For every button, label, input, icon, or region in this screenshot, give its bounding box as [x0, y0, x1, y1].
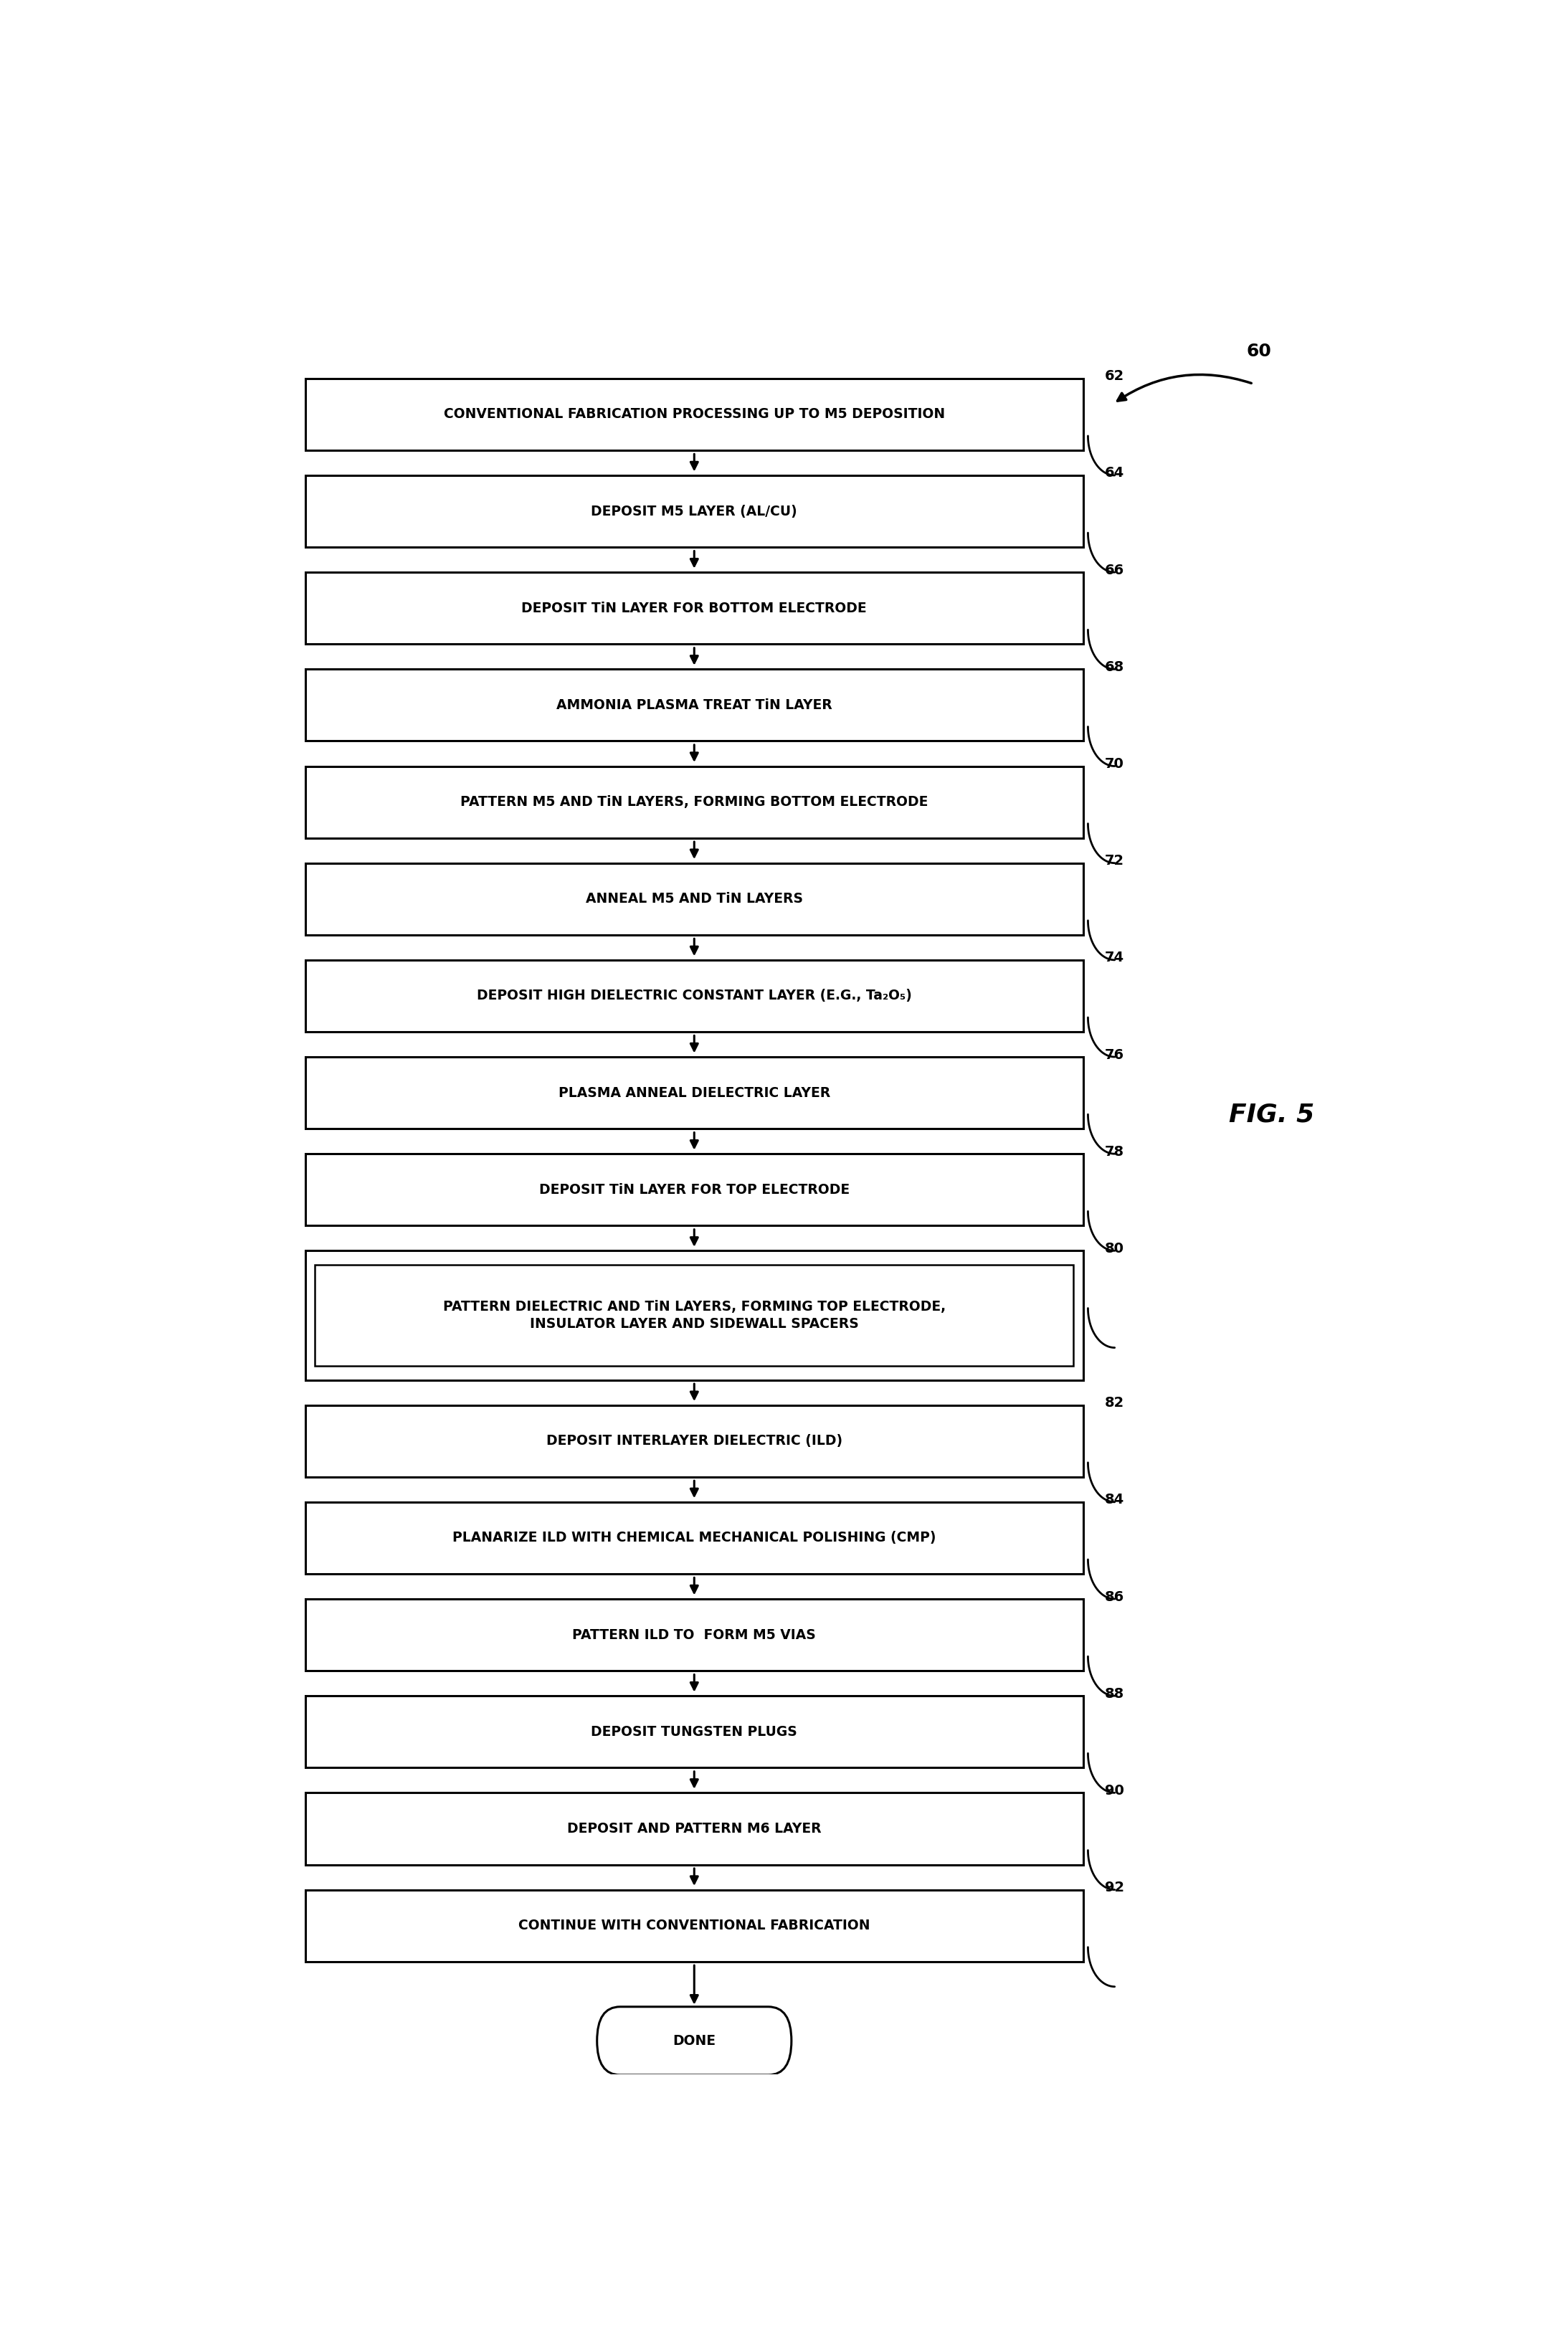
Bar	[315, 1266, 1074, 1366]
Text: DEPOSIT INTERLAYER DIELECTRIC (ILD): DEPOSIT INTERLAYER DIELECTRIC (ILD)	[546, 1434, 842, 1448]
Text: AMMONIA PLASMA TREAT TiN LAYER: AMMONIA PLASMA TREAT TiN LAYER	[557, 699, 833, 711]
Text: 82: 82	[1105, 1396, 1124, 1410]
Bar	[306, 1252, 1083, 1380]
Text: 68: 68	[1105, 660, 1124, 674]
Text: PATTERN DIELECTRIC AND TiN LAYERS, FORMING TOP ELECTRODE,
INSULATOR LAYER AND SI: PATTERN DIELECTRIC AND TiN LAYERS, FORMI…	[442, 1301, 946, 1331]
Text: FIG. 5: FIG. 5	[1229, 1103, 1314, 1126]
Bar	[306, 767, 1083, 837]
Bar	[306, 1793, 1083, 1865]
FancyBboxPatch shape	[597, 2007, 792, 2075]
Text: CONVENTIONAL FABRICATION PROCESSING UP TO M5 DEPOSITION: CONVENTIONAL FABRICATION PROCESSING UP T…	[444, 408, 946, 422]
Text: PATTERN M5 AND TiN LAYERS, FORMING BOTTOM ELECTRODE: PATTERN M5 AND TiN LAYERS, FORMING BOTTO…	[461, 795, 928, 809]
Text: 76: 76	[1105, 1049, 1124, 1061]
Bar	[306, 378, 1083, 450]
Text: DEPOSIT TiN LAYER FOR TOP ELECTRODE: DEPOSIT TiN LAYER FOR TOP ELECTRODE	[539, 1182, 850, 1196]
Bar	[306, 1697, 1083, 1767]
Text: 86: 86	[1105, 1590, 1124, 1604]
Bar	[306, 862, 1083, 935]
Text: PLANARIZE ILD WITH CHEMICAL MECHANICAL POLISHING (CMP): PLANARIZE ILD WITH CHEMICAL MECHANICAL P…	[453, 1531, 936, 1545]
Text: 74: 74	[1105, 951, 1124, 965]
Text: 90: 90	[1105, 1783, 1124, 1797]
Bar	[306, 960, 1083, 1033]
Text: 78: 78	[1105, 1145, 1124, 1159]
Bar	[306, 669, 1083, 741]
Text: DEPOSIT TiN LAYER FOR BOTTOM ELECTRODE: DEPOSIT TiN LAYER FOR BOTTOM ELECTRODE	[522, 601, 867, 615]
Text: DEPOSIT HIGH DIELECTRIC CONSTANT LAYER (E.G., Ta₂O₅): DEPOSIT HIGH DIELECTRIC CONSTANT LAYER (…	[477, 988, 911, 1002]
Text: 72: 72	[1105, 853, 1124, 867]
Text: 66: 66	[1105, 564, 1124, 578]
Bar	[306, 1406, 1083, 1478]
Text: 92: 92	[1105, 1881, 1124, 1895]
Text: DONE: DONE	[673, 2035, 715, 2047]
Text: DEPOSIT M5 LAYER (AL/CU): DEPOSIT M5 LAYER (AL/CU)	[591, 503, 798, 517]
Text: PLASMA ANNEAL DIELECTRIC LAYER: PLASMA ANNEAL DIELECTRIC LAYER	[558, 1086, 829, 1100]
Text: 62: 62	[1105, 368, 1124, 382]
Bar	[306, 1501, 1083, 1573]
Bar	[306, 476, 1083, 548]
Text: ANNEAL M5 AND TiN LAYERS: ANNEAL M5 AND TiN LAYERS	[585, 893, 803, 907]
Text: PATTERN ILD TO  FORM M5 VIAS: PATTERN ILD TO FORM M5 VIAS	[572, 1627, 815, 1641]
Text: 70: 70	[1105, 758, 1124, 772]
Text: 80: 80	[1105, 1242, 1124, 1256]
Text: 64: 64	[1105, 466, 1124, 480]
Text: 84: 84	[1105, 1494, 1124, 1506]
Bar	[306, 1154, 1083, 1226]
Bar	[306, 1599, 1083, 1671]
Text: 88: 88	[1105, 1688, 1124, 1702]
Text: DEPOSIT AND PATTERN M6 LAYER: DEPOSIT AND PATTERN M6 LAYER	[568, 1823, 822, 1834]
Bar	[306, 1890, 1083, 1960]
Bar	[306, 573, 1083, 643]
Text: DEPOSIT TUNGSTEN PLUGS: DEPOSIT TUNGSTEN PLUGS	[591, 1725, 798, 1739]
Text: 60: 60	[1247, 343, 1272, 359]
Bar	[306, 1056, 1083, 1128]
Text: CONTINUE WITH CONVENTIONAL FABRICATION: CONTINUE WITH CONVENTIONAL FABRICATION	[519, 1918, 870, 1932]
